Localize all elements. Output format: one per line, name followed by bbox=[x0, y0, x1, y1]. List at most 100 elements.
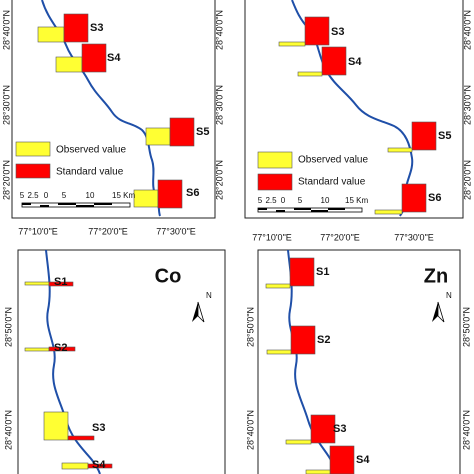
station-label: S2 bbox=[54, 342, 67, 354]
panel-border bbox=[17, 249, 226, 474]
lat-label: 28°40'0"N bbox=[1, 10, 11, 50]
scale-label: 5 bbox=[62, 191, 67, 200]
observed-bar bbox=[305, 469, 331, 474]
river bbox=[45, 249, 101, 474]
legend-swatch bbox=[257, 173, 293, 191]
legend-label: Standard value bbox=[56, 167, 124, 178]
observed-bar bbox=[55, 56, 83, 73]
station-label: S4 bbox=[107, 52, 121, 64]
scale-label: 10 bbox=[321, 196, 330, 205]
observed-bar bbox=[61, 462, 89, 470]
lat-label: 28°40'0"N bbox=[245, 410, 255, 450]
standard-bar bbox=[401, 183, 427, 213]
lat-label: 28°30'0"N bbox=[462, 85, 472, 125]
lat-label: 28°20'0"N bbox=[462, 160, 472, 200]
legend-label: Observed value bbox=[298, 155, 368, 166]
station-label: S6 bbox=[428, 192, 441, 204]
north-label: N bbox=[206, 291, 212, 300]
panel-border bbox=[257, 249, 461, 474]
lon-label: 77°20'0"E bbox=[88, 226, 128, 236]
station-label: S1 bbox=[54, 276, 67, 288]
lat-label: 28°40'0"N bbox=[462, 10, 472, 50]
standard-bar bbox=[289, 257, 315, 287]
lat-label: 28°50'0"N bbox=[3, 307, 13, 347]
standard-bar bbox=[329, 445, 355, 474]
scale-label: 15 Km bbox=[345, 196, 368, 205]
standard-bar bbox=[304, 16, 330, 46]
scale-label: 10 bbox=[86, 191, 95, 200]
station-label: S5 bbox=[438, 130, 451, 142]
panel-title: Zn bbox=[424, 265, 448, 287]
standard-bar bbox=[63, 13, 89, 43]
observed-bar bbox=[297, 71, 323, 77]
scale-label: 0 bbox=[44, 191, 49, 200]
standard-bar bbox=[87, 463, 113, 469]
scale-label: 5 bbox=[258, 196, 263, 205]
lat-label: 28°30'0"N bbox=[1, 85, 11, 125]
standard-bar bbox=[321, 46, 347, 76]
station-label: S5 bbox=[196, 126, 209, 138]
standard-bar bbox=[48, 346, 76, 352]
lat-label: 28°20'0"N bbox=[214, 160, 224, 200]
observed-bar bbox=[285, 439, 312, 445]
panel-border bbox=[11, 0, 216, 219]
observed-bar bbox=[37, 26, 65, 43]
panel-zn: Zn N S1 S2 S3 S4 28°50'0"N 28°40'0"N 28°… bbox=[245, 249, 471, 474]
scale-bar: 5 2.5 0 5 10 15 Km bbox=[257, 196, 368, 213]
observed-bar bbox=[145, 127, 171, 146]
standard-bar bbox=[411, 121, 437, 151]
legend-swatch bbox=[257, 151, 293, 169]
lat-label: 28°40'0"N bbox=[461, 410, 471, 450]
station-label: S2 bbox=[317, 334, 330, 346]
station-label: S4 bbox=[348, 56, 362, 68]
legend-swatch bbox=[15, 163, 51, 179]
lon-label: 77°20'0"E bbox=[320, 232, 360, 242]
station-label: S4 bbox=[92, 459, 106, 471]
standard-bar bbox=[67, 435, 95, 441]
observed-bar bbox=[265, 283, 291, 289]
station-label: S4 bbox=[356, 454, 370, 466]
scale-label: 2.5 bbox=[265, 196, 277, 205]
observed-bar bbox=[133, 189, 159, 208]
observed-bar bbox=[387, 147, 413, 153]
legend-label: Standard value bbox=[298, 177, 366, 188]
legend-swatch bbox=[15, 141, 51, 157]
north-label: N bbox=[446, 291, 452, 300]
legend-label: Observed value bbox=[56, 145, 126, 156]
standard-bar bbox=[169, 117, 195, 147]
scale-bar: 5 2.5 0 5 10 15 Km bbox=[20, 191, 135, 208]
lat-label: 28°50'0"N bbox=[245, 307, 255, 347]
scale-label: 2.5 bbox=[27, 191, 39, 200]
scale-label: 5 bbox=[20, 191, 25, 200]
panel-title: Co bbox=[155, 265, 182, 287]
lon-label: 77°30'0"E bbox=[394, 232, 434, 242]
lon-label: 77°10'0"E bbox=[252, 232, 292, 242]
north-arrow: N bbox=[432, 291, 452, 323]
standard-bar bbox=[290, 325, 316, 355]
lat-label: 28°30'0"N bbox=[214, 85, 224, 125]
north-arrow: N bbox=[192, 291, 212, 323]
station-label: S3 bbox=[331, 26, 344, 38]
lat-label: 28°40'0"N bbox=[3, 410, 13, 450]
observed-bar bbox=[24, 347, 50, 352]
lat-label: 28°50'0"N bbox=[461, 307, 471, 347]
panel-top-left: S3 S4 S5 S6 Observed value Standard valu… bbox=[1, 0, 224, 236]
station-label: S1 bbox=[316, 266, 329, 278]
station-label: S6 bbox=[186, 187, 199, 199]
observed-bar bbox=[374, 209, 403, 215]
standard-bar bbox=[81, 43, 107, 73]
scale-label: 5 bbox=[298, 196, 303, 205]
lon-label: 77°10'0"E bbox=[18, 226, 58, 236]
observed-bar bbox=[278, 41, 306, 47]
panel-top-right: S3 S4 S5 S6 Observed value Standard valu… bbox=[244, 0, 472, 242]
lat-label: 28°40'0"N bbox=[214, 10, 224, 50]
standard-bar bbox=[310, 414, 336, 444]
panel-co: Co N S1 S2 S3 S4 28°50'0"N 28°40'0"N bbox=[3, 249, 226, 474]
observed-bar bbox=[43, 411, 69, 441]
lat-label: 28°20'0"N bbox=[1, 160, 11, 200]
scale-label: 15 Km bbox=[112, 191, 135, 200]
scale-label: 0 bbox=[281, 196, 286, 205]
lon-label: 77°30'0"E bbox=[156, 226, 196, 236]
standard-bar bbox=[48, 281, 74, 287]
